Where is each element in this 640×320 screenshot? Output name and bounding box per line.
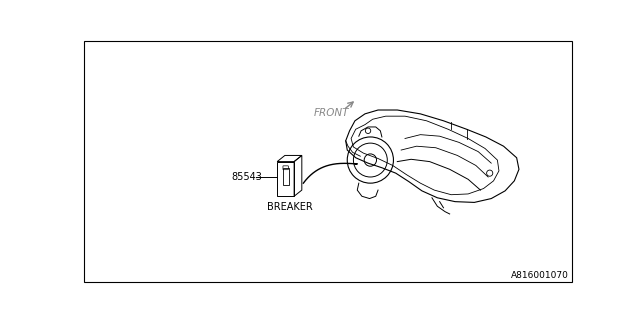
Bar [283, 168, 289, 185]
Text: 85543: 85543 [231, 172, 262, 182]
Text: FRONT: FRONT [314, 108, 349, 118]
Text: BREAKER: BREAKER [267, 202, 312, 212]
Text: A816001070: A816001070 [511, 271, 569, 280]
